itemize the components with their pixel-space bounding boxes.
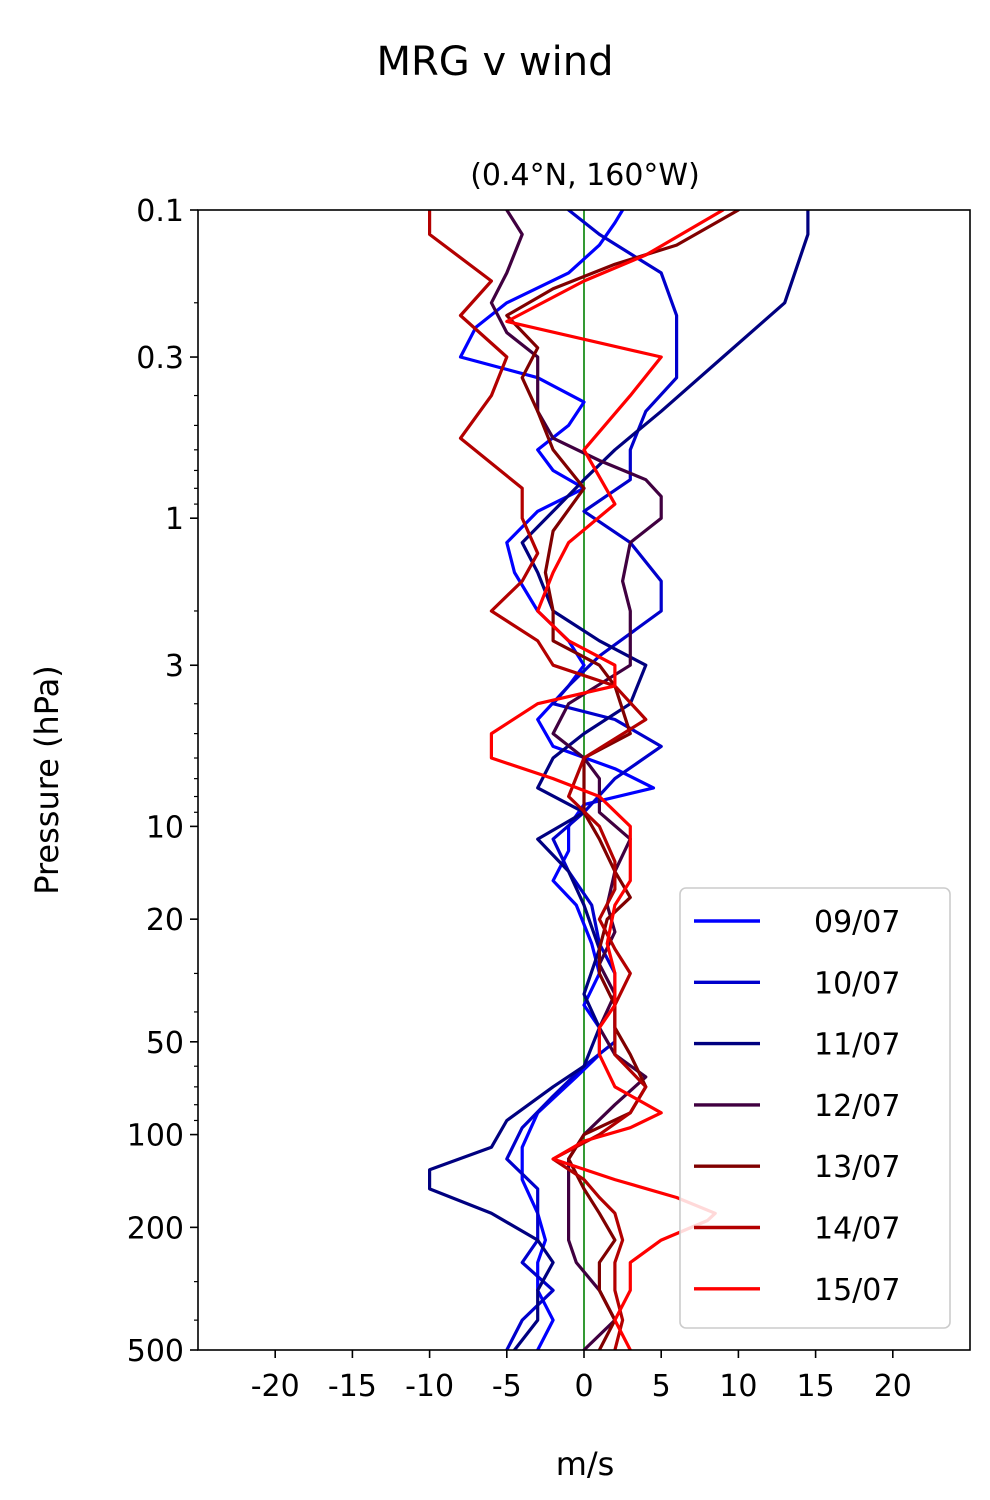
legend-box <box>679 887 951 1329</box>
y-axis-label: Pressure (hPa) <box>28 665 66 895</box>
y-tick-label: 0.1 <box>136 194 184 229</box>
legend: 09/07 10/07 11/07 12/07 13/07 14/07 15/07 <box>679 887 951 1329</box>
x-tick-label: 10 <box>719 1369 757 1404</box>
x-tick-label: 0 <box>574 1369 593 1404</box>
x-tick-label: 5 <box>652 1369 671 1404</box>
y-tick-label: 0.3 <box>136 341 184 376</box>
legend-label: 13/07 <box>814 1150 900 1185</box>
y-tick-label: 50 <box>146 1026 184 1061</box>
x-axis-label: m/s <box>556 1445 615 1483</box>
legend-label: 14/07 <box>814 1212 900 1247</box>
y-tick-label: 500 <box>127 1334 184 1369</box>
x-tick-label: -5 <box>492 1369 522 1404</box>
series-line-6 <box>428 210 648 1350</box>
y-tick-label: 3 <box>165 649 184 684</box>
x-tick-label: 20 <box>874 1369 912 1404</box>
axes: -20 -15 -10 -5 0 5 10 15 20 0.1 0.3 1 3 10 20 50 100 200 5… <box>127 194 971 1404</box>
y-tick-label: 100 <box>127 1119 184 1154</box>
series-line-3 <box>428 210 810 1350</box>
y-tick-label: 10 <box>146 810 184 845</box>
x-tick-label: -20 <box>251 1369 300 1404</box>
legend-label: 11/07 <box>814 1028 900 1063</box>
y-tick-label: 200 <box>127 1211 184 1246</box>
x-tick-label: -10 <box>405 1369 454 1404</box>
legend-label: 12/07 <box>814 1089 900 1124</box>
chart-title: MRG v wind <box>377 39 614 85</box>
legend-label: 15/07 <box>814 1273 900 1308</box>
x-tick-label: 15 <box>797 1369 835 1404</box>
legend-label: 10/07 <box>814 966 900 1001</box>
y-tick-label: 1 <box>165 502 184 537</box>
x-tick-label: -15 <box>328 1369 377 1404</box>
legend-label: 09/07 <box>814 905 900 940</box>
y-tick-label: 20 <box>146 903 184 938</box>
chart-subtitle: (0.4°N, 160°W) <box>470 158 700 193</box>
